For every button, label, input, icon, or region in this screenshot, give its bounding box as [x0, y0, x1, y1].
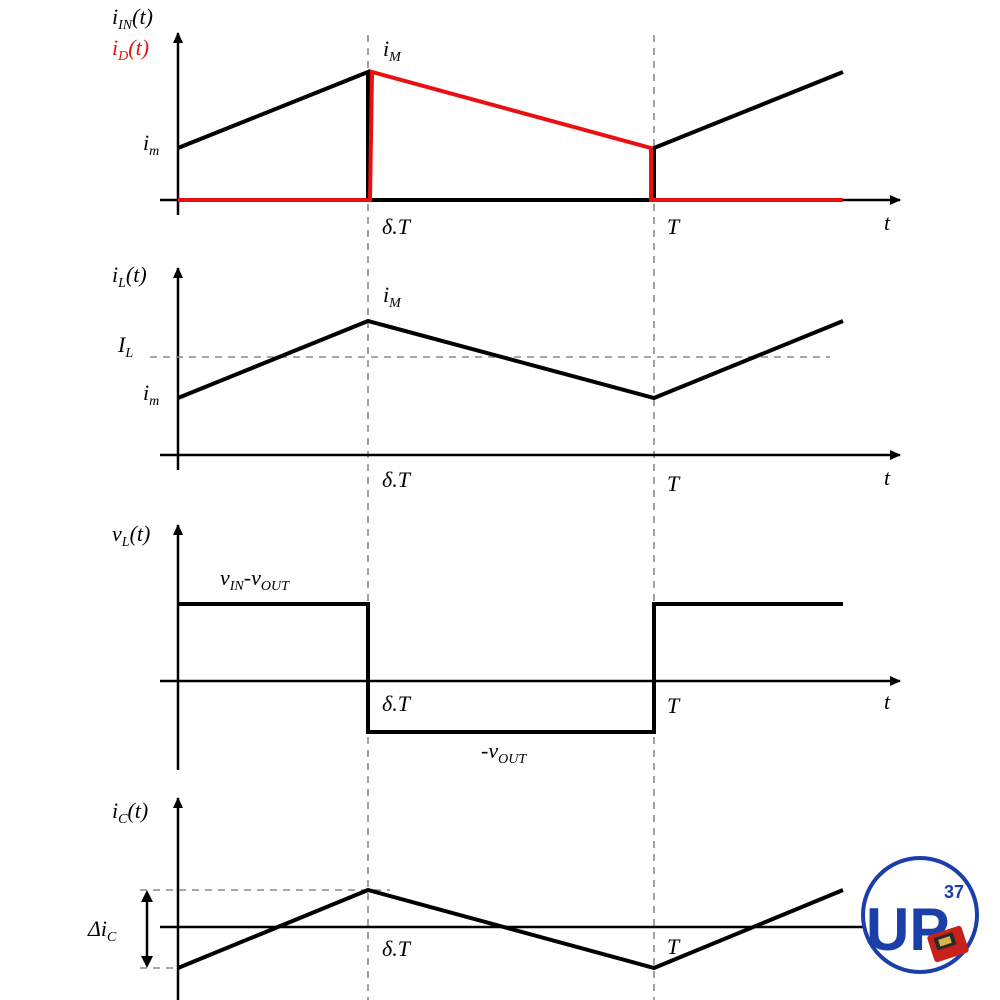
label-period-4: T	[667, 934, 681, 959]
diode-current-wave	[178, 69, 843, 202]
label-i-c: iC(t)	[112, 798, 148, 827]
label-time-2: t	[884, 465, 891, 490]
ripple-arrow-head-down	[141, 956, 153, 968]
label-period-3: T	[667, 693, 681, 718]
dev-board-icon	[927, 925, 969, 963]
label-delta-t-1: δ.T	[382, 214, 412, 239]
label-i-in: iIN(t)	[112, 4, 153, 33]
label-i-min-1: im	[143, 130, 159, 159]
logo-number: 37	[944, 882, 964, 902]
panel-inductor-voltage: vL(t) vIN-vOUT -vOUT δ.T T t	[112, 521, 901, 770]
input-current-wave	[177, 69, 844, 202]
label-v-l: vL(t)	[112, 521, 150, 550]
label-period-2: T	[667, 471, 681, 496]
up37-logo: UP 37	[861, 856, 979, 974]
ripple-arrow-head-up	[141, 890, 153, 902]
label-delta-i-c: ΔiC	[87, 916, 117, 945]
label-i-min-2: im	[143, 380, 159, 409]
label-period-1: T	[667, 214, 681, 239]
label-i-peak-1: iM	[383, 36, 402, 65]
label-v-low: -vOUT	[481, 738, 527, 767]
label-i-l: iL(t)	[112, 262, 147, 291]
inductor-voltage-wave	[178, 602, 843, 734]
capacitor-current-wave	[177, 887, 844, 971]
label-i-d: iD(t)	[112, 35, 149, 64]
label-time-3: t	[884, 689, 891, 714]
label-i-peak-2: iM	[383, 282, 402, 311]
label-delta-t-4: δ.T	[382, 936, 412, 961]
label-v-high: vIN-vOUT	[220, 565, 290, 594]
panel-capacitor-current: iC(t) ΔiC δ.T T	[87, 797, 870, 1000]
label-delta-t-2: δ.T	[382, 467, 412, 492]
panel-input-diode-current: iIN(t) iD(t) iM im δ.T T t	[112, 4, 901, 239]
panel-inductor-current: iL(t) iM IL im δ.T T t	[112, 262, 901, 496]
label-time-1: t	[884, 210, 891, 235]
label-i-average: IL	[117, 332, 133, 361]
label-delta-t-3: δ.T	[382, 691, 412, 716]
inductor-current-wave	[177, 318, 844, 401]
